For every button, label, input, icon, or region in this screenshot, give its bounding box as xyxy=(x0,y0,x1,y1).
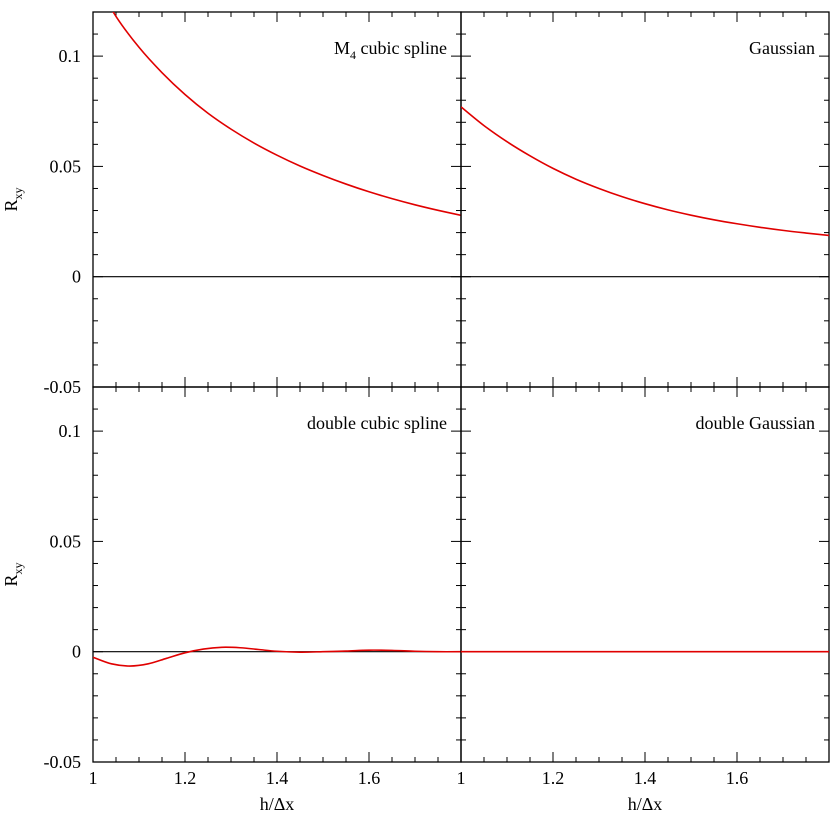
panel-frame xyxy=(460,11,830,388)
y-tick-label: 0.1 xyxy=(59,421,82,441)
series-line-double-cubic xyxy=(93,646,461,667)
panel-gaussian: Gaussian xyxy=(460,11,830,388)
x-tick-label: 1.2 xyxy=(542,768,565,788)
panel-frame xyxy=(92,11,462,388)
x-tick-label: 1.6 xyxy=(726,768,749,788)
y-axis-label: Rxy xyxy=(1,562,25,586)
panel-title: double cubic spline xyxy=(307,413,447,433)
panel-m4: -0.05 0 0.05 0.1 Rxy M4 cubic spline xyxy=(1,11,462,397)
y-tick-label: -0.05 xyxy=(44,377,82,397)
x-axis-label: h/Δx xyxy=(628,794,663,814)
panel-frame xyxy=(460,386,830,763)
y-tick-label: 0.05 xyxy=(50,531,82,551)
x-tick-label: 1 xyxy=(89,768,98,788)
series-line-gaussian xyxy=(461,106,829,237)
x-axis-label: h/Δx xyxy=(260,794,295,814)
y-tick-label: 0 xyxy=(72,267,81,287)
panel-double-cubic: -0.05 0 0.05 0.1 Rxy 1 1.2 1.4 1.6 h/Δx double cub… xyxy=(1,386,462,814)
panel-double-gaussian: 1 1.2 1.4 1.6 h/Δx double Gaussian xyxy=(457,386,830,814)
x-tick-label: 1.2 xyxy=(174,768,197,788)
panel-title: M4 cubic spline xyxy=(334,38,447,62)
chart-panels: -0.05 0 0.05 0.1 Rxy M4 cubic spline Gaussian -… xyxy=(1,11,830,814)
panel-title: Gaussian xyxy=(749,38,815,58)
x-tick-label: 1.4 xyxy=(266,768,289,788)
y-axis-label: Rxy xyxy=(1,187,25,211)
panel-title: double Gaussian xyxy=(696,413,815,433)
x-tick-label: 1.4 xyxy=(634,768,657,788)
panel-frame xyxy=(92,386,462,763)
y-tick-label: 0 xyxy=(72,642,81,662)
x-tick-label: 1 xyxy=(457,768,466,788)
y-tick-label: -0.05 xyxy=(44,752,82,772)
x-tick-label: 1.6 xyxy=(358,768,381,788)
series-line-m4 xyxy=(112,12,461,217)
y-tick-label: 0.05 xyxy=(50,156,82,176)
y-tick-label: 0.1 xyxy=(59,46,82,66)
